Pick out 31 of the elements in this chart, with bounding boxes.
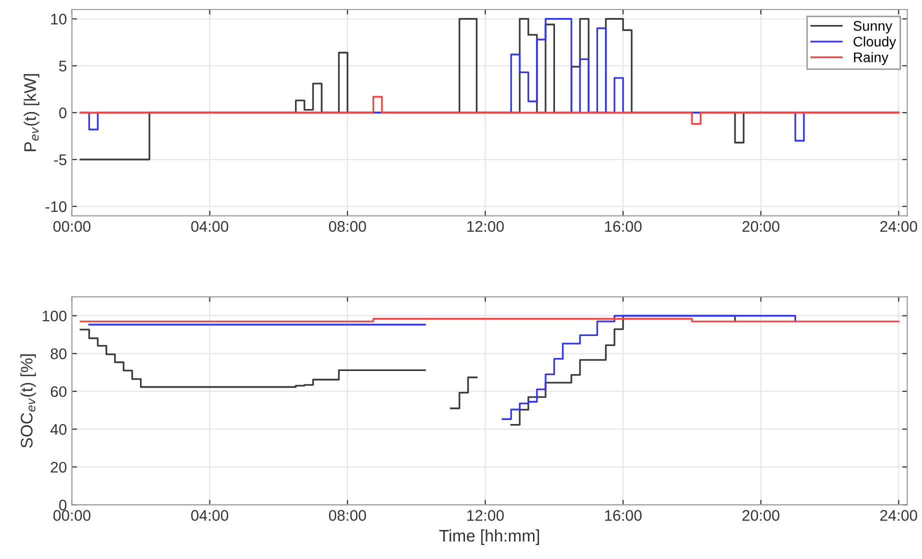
y-tick-label: 5 bbox=[59, 60, 66, 72]
y-tick-label: 100 bbox=[42, 310, 66, 322]
y-tick-label: 80 bbox=[50, 348, 66, 360]
y-tick-label: -10 bbox=[46, 201, 66, 212]
x-tick-label: 16:00 bbox=[605, 221, 642, 232]
x-axis-title: Time [hh:mm] bbox=[439, 529, 540, 545]
y-tick-label: 60 bbox=[50, 386, 66, 398]
legend-label: Sunny bbox=[854, 20, 892, 34]
x-tick-label: 12:00 bbox=[467, 510, 504, 521]
x-tick-label: 08:00 bbox=[328, 221, 366, 232]
y-tick-label: 0 bbox=[59, 108, 66, 118]
y-tick-label: 20 bbox=[50, 462, 66, 473]
y-tick-label: 0 bbox=[59, 500, 66, 510]
x-tick-label: 00:00 bbox=[53, 221, 90, 232]
x-tick-label: 12:00 bbox=[467, 221, 504, 232]
x-tick-label: 24:00 bbox=[880, 221, 918, 232]
y-axis-title: SOC$_{ev}$(t) [%] bbox=[20, 354, 36, 448]
x-tick-label: 04:00 bbox=[191, 510, 228, 521]
x-tick-label: 00:00 bbox=[53, 510, 90, 521]
x-tick-label: 24:00 bbox=[880, 510, 918, 521]
y-tick-label: 40 bbox=[50, 424, 66, 435]
x-tick-label: 20:00 bbox=[742, 221, 780, 232]
legend-label: Cloudy bbox=[854, 36, 896, 50]
x-tick-label: 20:00 bbox=[742, 510, 780, 521]
x-tick-label: 16:00 bbox=[605, 510, 642, 521]
y-tick-label: 10 bbox=[51, 14, 66, 25]
y-axis-title: P$_{ev}$(t) [kW] bbox=[24, 74, 40, 152]
y-tick-label: -5 bbox=[54, 154, 66, 166]
x-tick-label: 08:00 bbox=[328, 510, 366, 521]
x-tick-label: 04:00 bbox=[191, 221, 228, 232]
legend-label: Rainy bbox=[854, 52, 888, 66]
